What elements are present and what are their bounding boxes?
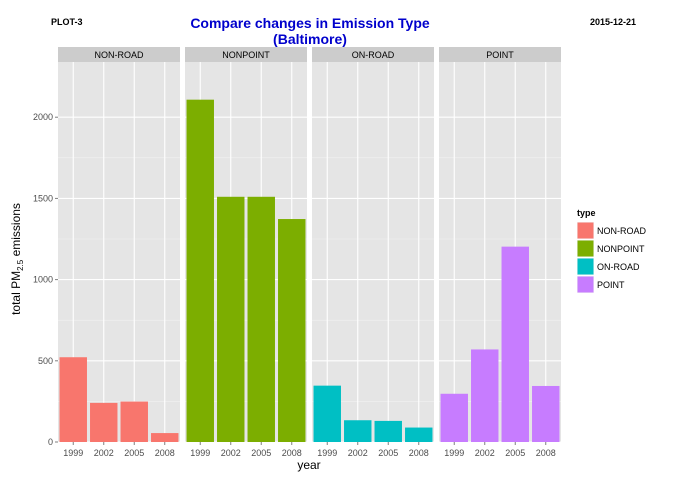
bar-on-road-2002 bbox=[344, 420, 372, 442]
legend-swatch-on-road bbox=[577, 258, 594, 275]
x-tick-label-nonpoint-2005: 2005 bbox=[251, 448, 271, 458]
chart-title-line-1: Compare changes in Emission Type bbox=[190, 15, 430, 31]
legend-label-on-road: ON-ROAD bbox=[597, 262, 640, 272]
x-tick-label-on-road-2002: 2002 bbox=[348, 448, 368, 458]
bar-point-2002 bbox=[471, 349, 499, 442]
bar-point-1999 bbox=[440, 393, 468, 442]
panel-background bbox=[439, 62, 561, 442]
chart-title: Compare changes in Emission Type (Baltim… bbox=[120, 15, 500, 47]
bar-non-road-1999 bbox=[59, 357, 87, 442]
bar-non-road-2002 bbox=[90, 402, 118, 442]
y-tick-label-1000: 1000 bbox=[33, 275, 53, 285]
x-tick-label-point-2008: 2008 bbox=[536, 448, 556, 458]
x-tick-label-nonpoint-2008: 2008 bbox=[282, 448, 302, 458]
x-tick-label-point-1999: 1999 bbox=[444, 448, 464, 458]
x-tick-label-on-road-1999: 1999 bbox=[317, 448, 337, 458]
chart-title-line-2: (Baltimore) bbox=[273, 31, 347, 47]
x-tick-label-nonpoint-1999: 1999 bbox=[190, 448, 210, 458]
plot-label: PLOT-3 bbox=[51, 17, 83, 27]
y-axis-label-unit: emissions bbox=[9, 203, 23, 260]
bar-point-2005 bbox=[501, 246, 529, 442]
y-axis-label: total PM2.5 emissions bbox=[9, 203, 25, 315]
x-tick-label-non-road-2008: 2008 bbox=[155, 448, 175, 458]
bar-on-road-1999 bbox=[313, 385, 341, 442]
facet-label-non-road: NON-ROAD bbox=[95, 50, 144, 60]
y-tick-label-1500: 1500 bbox=[33, 193, 53, 203]
panel-point: POINT 1999 2002 2005 2008 bbox=[439, 47, 561, 458]
x-tick-label-on-road-2008: 2008 bbox=[409, 448, 429, 458]
y-tick-label-2000: 2000 bbox=[33, 112, 53, 122]
bar-nonpoint-1999 bbox=[186, 99, 214, 442]
date-label: 2015-12-21 bbox=[590, 17, 637, 27]
panel-non-road: NON-ROAD 1999 2002 2005 2008 bbox=[58, 47, 180, 458]
legend-label-non-road: NON-ROAD bbox=[597, 226, 646, 236]
legend-swatch-nonpoint bbox=[577, 240, 594, 257]
y-axis-label-subscript: 2.5 bbox=[16, 259, 25, 271]
legend-swatch-point bbox=[577, 276, 594, 293]
y-axis-label-main: total PM bbox=[9, 271, 23, 315]
panel-background bbox=[312, 62, 434, 442]
x-tick-label-non-road-1999: 1999 bbox=[63, 448, 83, 458]
bar-on-road-2008 bbox=[405, 427, 433, 442]
panel-nonpoint: NONPOINT 1999 2002 2005 2008 bbox=[185, 47, 307, 458]
x-tick-label-nonpoint-2002: 2002 bbox=[221, 448, 241, 458]
x-tick-label-point-2002: 2002 bbox=[475, 448, 495, 458]
x-tick-label-non-road-2005: 2005 bbox=[124, 448, 144, 458]
legend-label-point: POINT bbox=[597, 280, 625, 290]
chart-panels: NON-ROAD 1999 2002 2005 2008 NONPOINT 1999 2002… bbox=[58, 47, 561, 458]
bar-non-road-2005 bbox=[120, 401, 148, 442]
bar-on-road-2005 bbox=[374, 420, 402, 442]
facet-strip bbox=[185, 47, 307, 62]
bar-nonpoint-2002 bbox=[217, 196, 245, 442]
facet-label-nonpoint: NONPOINT bbox=[222, 50, 270, 60]
x-tick-label-point-2005: 2005 bbox=[505, 448, 525, 458]
bar-non-road-2008 bbox=[151, 433, 179, 442]
legend-title: type bbox=[577, 208, 596, 218]
bar-nonpoint-2008 bbox=[278, 219, 306, 442]
x-axis-label: year bbox=[297, 458, 320, 472]
legend-swatch-non-road bbox=[577, 222, 594, 239]
y-tick-label-0: 0 bbox=[48, 437, 53, 447]
facet-strip bbox=[58, 47, 180, 62]
legend-label-nonpoint: NONPOINT bbox=[597, 244, 645, 254]
bar-nonpoint-2005 bbox=[247, 196, 275, 442]
facet-strip bbox=[312, 47, 434, 62]
bar-point-2008 bbox=[532, 385, 560, 442]
facet-label-point: POINT bbox=[486, 50, 514, 60]
panel-on-road: ON-ROAD 1999 2002 2005 2008 bbox=[312, 47, 434, 458]
facet-strip bbox=[439, 47, 561, 62]
y-tick-label-500: 500 bbox=[38, 356, 53, 366]
x-tick-label-on-road-2005: 2005 bbox=[378, 448, 398, 458]
x-tick-label-non-road-2002: 2002 bbox=[94, 448, 114, 458]
y-axis: 0 500 1000 1500 2000 bbox=[33, 112, 58, 447]
facet-label-on-road: ON-ROAD bbox=[352, 50, 395, 60]
